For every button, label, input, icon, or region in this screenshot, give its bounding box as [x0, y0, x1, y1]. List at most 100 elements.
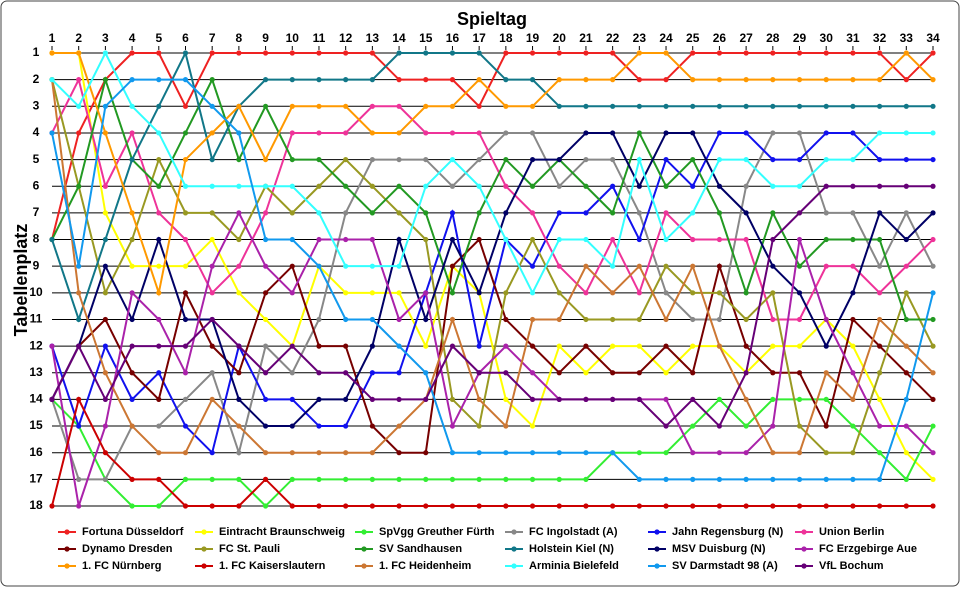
data-point	[396, 290, 402, 296]
data-point	[930, 503, 936, 509]
data-point	[129, 156, 135, 163]
data-point	[289, 263, 295, 269]
legend-label: SV Sandhausen	[379, 543, 462, 555]
data-point	[369, 370, 375, 376]
data-point	[49, 503, 55, 509]
y-tick-label: 6	[33, 178, 40, 192]
data-point	[102, 476, 108, 482]
data-point	[289, 290, 295, 296]
data-point	[76, 423, 82, 429]
data-point	[129, 423, 135, 429]
data-point	[796, 50, 803, 56]
data-point	[289, 156, 295, 163]
data-point	[903, 423, 909, 429]
x-tick-label: 9	[262, 31, 269, 45]
data-point	[796, 156, 803, 163]
data-point	[396, 130, 402, 136]
data-point	[343, 290, 349, 296]
y-tick-label: 15	[29, 418, 43, 432]
data-point	[449, 316, 456, 323]
data-point	[903, 77, 909, 83]
data-point	[877, 343, 883, 349]
data-point	[396, 156, 402, 163]
data-point	[343, 130, 349, 136]
data-point	[102, 183, 108, 189]
data-point	[877, 370, 883, 376]
data-point	[209, 183, 215, 189]
data-point	[449, 503, 456, 509]
data-point	[796, 77, 803, 83]
data-point	[182, 77, 189, 83]
data-point	[743, 503, 749, 509]
data-point	[503, 156, 509, 163]
x-tick-label: 20	[553, 31, 567, 45]
series-line	[51, 76, 934, 321]
data-point	[343, 450, 349, 456]
data-point	[850, 450, 856, 456]
data-point	[369, 450, 375, 456]
data-point	[102, 50, 108, 56]
data-point	[610, 370, 616, 376]
x-tick-label: 33	[900, 31, 914, 45]
data-point	[743, 290, 749, 296]
data-point	[770, 236, 776, 243]
legend-marker	[801, 529, 807, 535]
data-point	[102, 290, 108, 296]
data-point	[262, 316, 269, 323]
data-point	[129, 476, 135, 482]
data-point	[503, 50, 509, 56]
data-point	[690, 290, 696, 296]
data-point	[476, 183, 482, 189]
data-point	[76, 77, 82, 83]
data-point	[743, 343, 749, 349]
data-point	[690, 210, 696, 216]
data-point	[903, 450, 909, 456]
data-point	[236, 450, 242, 456]
legend-marker	[361, 529, 367, 535]
data-point	[556, 77, 562, 83]
data-point	[423, 396, 429, 403]
data-point	[529, 343, 536, 349]
data-point	[423, 450, 429, 456]
legend-label: FC Ingolstadt (A)	[529, 526, 618, 538]
y-tick-label: 11	[30, 312, 43, 326]
data-point	[289, 396, 295, 403]
data-point	[182, 450, 189, 456]
data-point	[156, 450, 162, 456]
data-point	[262, 343, 269, 349]
data-point	[770, 450, 776, 456]
data-point	[823, 130, 829, 136]
y-tick-label: 3	[33, 98, 40, 112]
data-point	[182, 290, 189, 296]
x-tick-label: 3	[102, 31, 109, 45]
x-tick-label: 30	[820, 31, 834, 45]
data-point	[583, 503, 589, 509]
data-point	[529, 396, 536, 403]
data-point	[583, 77, 589, 83]
data-point	[449, 450, 456, 456]
data-point	[369, 290, 375, 296]
data-point	[529, 503, 536, 509]
data-point	[476, 370, 482, 376]
data-point	[156, 183, 162, 189]
data-point	[743, 77, 749, 83]
data-point	[396, 183, 402, 189]
data-point	[663, 236, 669, 243]
data-point	[262, 50, 269, 56]
series-line	[51, 78, 934, 481]
data-point	[236, 183, 242, 189]
data-point	[770, 77, 776, 83]
data-point	[49, 130, 55, 136]
y-tick-label: 14	[29, 392, 43, 406]
data-point	[796, 183, 803, 189]
data-point	[262, 263, 269, 269]
data-point	[316, 370, 322, 376]
data-point	[716, 450, 723, 456]
data-point	[529, 236, 536, 243]
data-point	[877, 423, 883, 429]
data-point	[583, 50, 589, 56]
data-point	[716, 50, 723, 56]
data-point	[423, 77, 429, 83]
data-point	[716, 103, 723, 109]
data-point	[850, 370, 856, 376]
